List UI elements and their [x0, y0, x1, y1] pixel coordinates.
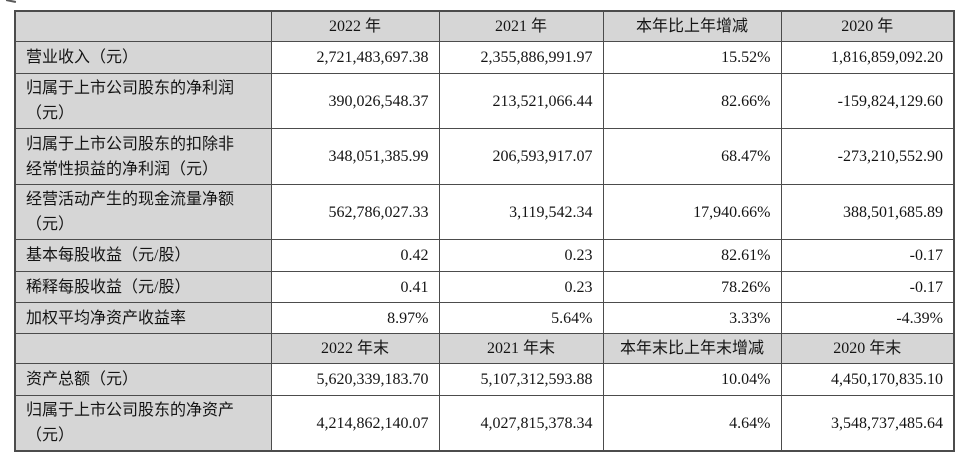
header-cell-empty — [14, 10, 272, 42]
header-cell-empty — [14, 333, 272, 364]
cell-2022: 390,026,548.37 — [270, 73, 440, 129]
cell-2021: 4,027,815,378.34 — [438, 395, 604, 452]
header-cell-2020: 2020 年 — [780, 10, 955, 42]
cell-2021: 213,521,066.44 — [438, 73, 604, 129]
page-edge-artifact — [5, 0, 17, 4]
cell-2020: -0.17 — [780, 239, 955, 272]
row-label: 资产总额（元） — [14, 363, 272, 396]
cell-2022: 2,721,483,697.38 — [270, 41, 440, 74]
cell-2022: 0.41 — [270, 271, 440, 303]
row-label: 稀释每股收益（元/股） — [14, 271, 272, 303]
cell-2022: 8.97% — [270, 302, 440, 334]
header-cell-2022-eoy: 2022 年末 — [270, 333, 440, 364]
cell-2021: 2,355,886,991.97 — [438, 41, 604, 74]
cell-change: 82.61% — [602, 239, 782, 272]
cell-2020: 388,501,685.89 — [780, 184, 955, 240]
cell-change: 10.04% — [602, 363, 782, 396]
financial-summary-table: 2022 年 2021 年 本年比上年增减 2020 年 营业收入（元） 2,7… — [14, 10, 955, 452]
cell-2021: 5,107,312,593.88 — [438, 363, 604, 396]
table-row-diluted-eps: 稀释每股收益（元/股） 0.41 0.23 78.26% -0.17 — [14, 271, 955, 303]
financial-summary-section: 2022 年 2021 年 本年比上年增减 2020 年 营业收入（元） 2,7… — [14, 10, 955, 452]
row-label: 归属于上市公司股东的净资产（元） — [14, 395, 272, 452]
header-cell-2021: 2021 年 — [438, 10, 604, 42]
header-cell-2022: 2022 年 — [270, 10, 440, 42]
table-row-total-assets: 资产总额（元） 5,620,339,183.70 5,107,312,593.8… — [14, 363, 955, 396]
row-label: 归属于上市公司股东的净利润（元） — [14, 73, 272, 129]
cell-2022: 4,214,862,140.07 — [270, 395, 440, 452]
row-label: 基本每股收益（元/股） — [14, 239, 272, 272]
table-row-deducted-net-profit: 归属于上市公司股东的扣除非经常性损益的净利润（元） 348,051,385.99… — [14, 128, 955, 185]
table-row-basic-eps: 基本每股收益（元/股） 0.42 0.23 82.61% -0.17 — [14, 239, 955, 272]
cell-2020: 4,450,170,835.10 — [780, 363, 955, 396]
table-row-net-assets: 归属于上市公司股东的净资产（元） 4,214,862,140.07 4,027,… — [14, 395, 955, 452]
cell-2021: 5.64% — [438, 302, 604, 334]
cell-change: 78.26% — [602, 271, 782, 303]
header-row-annual: 2022 年 2021 年 本年比上年增减 2020 年 — [14, 10, 955, 42]
cell-2020: 1,816,859,092.20 — [780, 41, 955, 74]
cell-change: 82.66% — [602, 73, 782, 129]
cell-2020: 3,548,737,485.64 — [780, 395, 955, 452]
cell-change: 17,940.66% — [602, 184, 782, 240]
header-cell-2020-eoy: 2020 年末 — [780, 333, 955, 364]
cell-change: 68.47% — [602, 128, 782, 185]
table-row-revenue: 营业收入（元） 2,721,483,697.38 2,355,886,991.9… — [14, 41, 955, 74]
cell-2020: -4.39% — [780, 302, 955, 334]
cell-2021: 0.23 — [438, 271, 604, 303]
table-row-weighted-avg-roe: 加权平均净资产收益率 8.97% 5.64% 3.33% -4.39% — [14, 302, 955, 334]
cell-2022: 562,786,027.33 — [270, 184, 440, 240]
cell-2020: -0.17 — [780, 271, 955, 303]
table-row-net-profit: 归属于上市公司股东的净利润（元） 390,026,548.37 213,521,… — [14, 73, 955, 129]
cell-change: 4.64% — [602, 395, 782, 452]
table-row-operating-cash-flow: 经营活动产生的现金流量净额（元） 562,786,027.33 3,119,54… — [14, 184, 955, 240]
cell-2021: 0.23 — [438, 239, 604, 272]
header-cell-2021-eoy: 2021 年末 — [438, 333, 604, 364]
row-label: 经营活动产生的现金流量净额（元） — [14, 184, 272, 240]
cell-2022: 5,620,339,183.70 — [270, 363, 440, 396]
row-label: 营业收入（元） — [14, 41, 272, 74]
cell-2020: -273,210,552.90 — [780, 128, 955, 185]
cell-change: 15.52% — [602, 41, 782, 74]
row-label: 归属于上市公司股东的扣除非经常性损益的净利润（元） — [14, 128, 272, 185]
row-label: 加权平均净资产收益率 — [14, 302, 272, 334]
cell-2021: 3,119,542.34 — [438, 184, 604, 240]
header-cell-change-eoy: 本年末比上年末增减 — [602, 333, 782, 364]
cell-2022: 348,051,385.99 — [270, 128, 440, 185]
header-row-eoy: 2022 年末 2021 年末 本年末比上年末增减 2020 年末 — [14, 333, 955, 364]
cell-change: 3.33% — [602, 302, 782, 334]
cell-2022: 0.42 — [270, 239, 440, 272]
cell-2020: -159,824,129.60 — [780, 73, 955, 129]
header-cell-change: 本年比上年增减 — [602, 10, 782, 42]
cell-2021: 206,593,917.07 — [438, 128, 604, 185]
